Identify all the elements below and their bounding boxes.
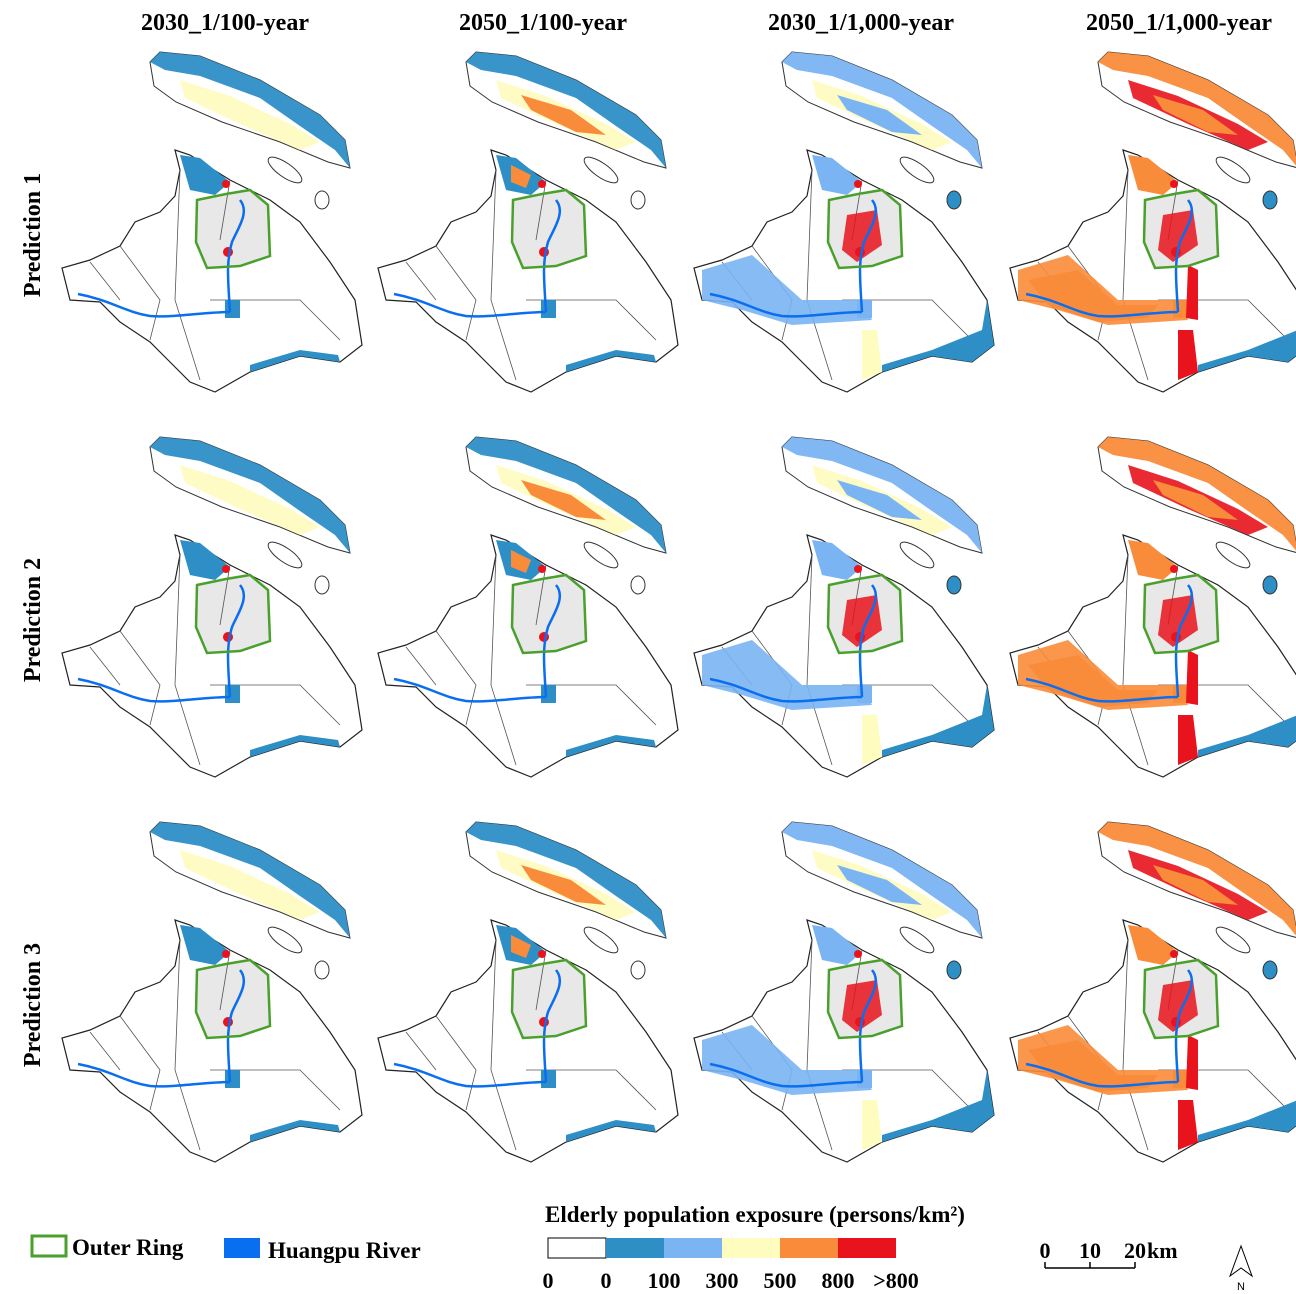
map-panel (378, 437, 678, 777)
exposure-spot (1170, 950, 1178, 958)
small-island (947, 191, 961, 209)
small-island (265, 923, 306, 957)
small-island (1213, 153, 1254, 187)
small-island (1263, 191, 1277, 209)
colorbar-label: 0 (601, 1268, 612, 1293)
colorbar-bin (548, 1238, 606, 1258)
map-panel (1010, 437, 1296, 777)
exposure-spot (854, 180, 862, 188)
small-island (581, 923, 622, 957)
urban-core (196, 575, 270, 653)
exposure-area (541, 685, 556, 703)
column-title: 2050_1/100-year (459, 10, 627, 36)
exposure-area (1186, 650, 1198, 705)
huangpu-label: Huangpu River (268, 1238, 421, 1263)
map-panel (62, 822, 362, 1162)
small-island (581, 153, 622, 187)
urban-core (512, 190, 586, 268)
exposure-spot (222, 565, 230, 573)
map-panel (378, 822, 678, 1162)
colorbar-label: 800 (822, 1268, 855, 1293)
small-island (897, 538, 938, 572)
scale-label: 0 (1040, 1238, 1051, 1263)
colorbar-title: Elderly population exposure (persons/km²… (545, 1202, 965, 1227)
colorbar-label: 300 (706, 1268, 739, 1293)
exposure-spot (222, 180, 230, 188)
exposure-area (225, 685, 240, 703)
map-panel (694, 822, 994, 1162)
map-panel (62, 437, 362, 777)
small-island (631, 961, 645, 979)
exposure-spot (538, 565, 546, 573)
exposure-spot (1170, 565, 1178, 573)
colorbar-label: >800 (873, 1268, 919, 1293)
column-title: 2030_1/100-year (141, 10, 309, 36)
exposure-spot (854, 565, 862, 573)
exposure-spot (538, 180, 546, 188)
exposure-area (541, 1070, 556, 1088)
exposure-area (1186, 1035, 1198, 1090)
column-title: 2050_1/1,000-year (1086, 10, 1272, 36)
urban-core (196, 960, 270, 1038)
small-island (631, 191, 645, 209)
small-island (265, 153, 306, 187)
small-island (315, 576, 329, 594)
small-island (265, 538, 306, 572)
exposure-spot (854, 950, 862, 958)
column-title: 2030_1/1,000-year (768, 10, 954, 36)
row-title: Prediction 2 (20, 558, 46, 682)
colorbar-bin (722, 1238, 780, 1258)
exposure-area (225, 1070, 240, 1088)
exposure-area (1186, 265, 1198, 320)
map-panel (694, 437, 994, 777)
map-panel (1010, 52, 1296, 392)
huangpu-swatch (224, 1238, 260, 1258)
scale-label: 20 (1124, 1238, 1146, 1263)
map-panel (1010, 822, 1296, 1162)
outer-ring-label: Outer Ring (72, 1235, 184, 1260)
colorbar-bin (780, 1238, 838, 1258)
outer-ring-swatch (32, 1236, 66, 1256)
colorbar-label: 100 (648, 1268, 681, 1293)
small-island (631, 576, 645, 594)
colorbar-label: 500 (764, 1268, 797, 1293)
row-title: Prediction 1 (20, 173, 46, 297)
colorbar-bin (606, 1238, 664, 1258)
row-title: Prediction 3 (20, 943, 46, 1067)
north-arrow (1230, 1246, 1252, 1276)
urban-core (512, 960, 586, 1038)
small-island (1263, 576, 1277, 594)
small-island (1263, 961, 1277, 979)
map-panel (62, 52, 362, 392)
small-island (315, 191, 329, 209)
scale-unit: km (1147, 1238, 1178, 1263)
small-island (1213, 923, 1254, 957)
exposure-spot (538, 950, 546, 958)
exposure-spot (1170, 180, 1178, 188)
map-panel (378, 52, 678, 392)
exposure-area (225, 300, 240, 318)
small-island (1213, 538, 1254, 572)
north-label: N (1237, 1281, 1245, 1293)
urban-core (196, 190, 270, 268)
legend: Outer Ring Huangpu River Elderly populatio… (32, 1202, 1252, 1293)
map-grid: 2030_1/100-year 2050_1/100-year 2030_1/1,0… (20, 10, 1296, 1162)
exposure-area (541, 300, 556, 318)
figure: 2030_1/100-year 2050_1/100-year 2030_1/1,0… (0, 0, 1296, 1294)
colorbar-label: 0 (543, 1268, 554, 1293)
small-island (947, 576, 961, 594)
scale-label: 10 (1079, 1238, 1101, 1263)
small-island (897, 153, 938, 187)
urban-core (512, 575, 586, 653)
colorbar-bin (664, 1238, 722, 1258)
small-island (897, 923, 938, 957)
small-island (581, 538, 622, 572)
small-island (315, 961, 329, 979)
exposure-spot (222, 950, 230, 958)
colorbar-bin (838, 1238, 896, 1258)
small-island (947, 961, 961, 979)
map-panel (694, 52, 994, 392)
